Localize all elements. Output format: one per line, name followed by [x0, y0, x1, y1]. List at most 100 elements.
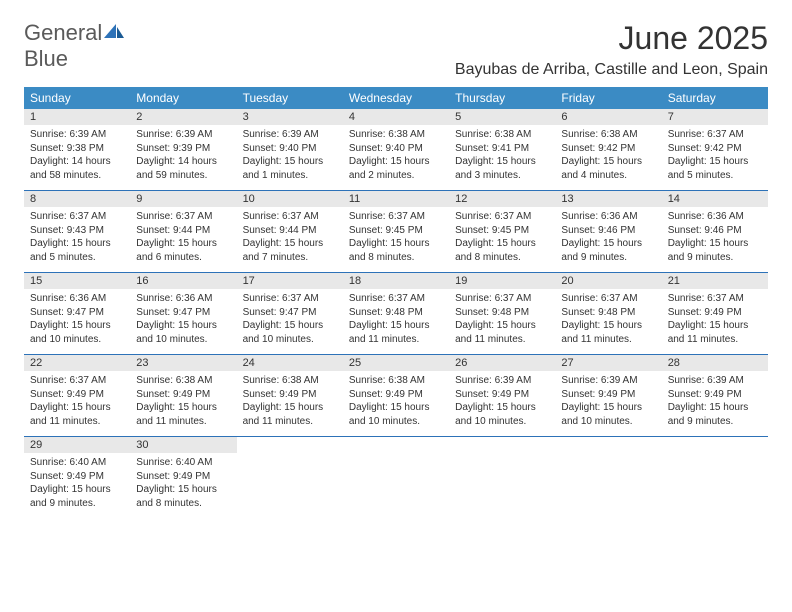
- sunset-line: Sunset: 9:49 PM: [349, 389, 423, 400]
- daylight-line: Daylight: 15 hours and 8 minutes.: [455, 238, 536, 263]
- day-number: 1: [24, 109, 130, 125]
- week-row: 8Sunrise: 6:37 AMSunset: 9:43 PMDaylight…: [24, 191, 768, 273]
- day-content: Sunrise: 6:38 AMSunset: 9:40 PMDaylight:…: [343, 125, 449, 190]
- sunrise-line: Sunrise: 6:38 AM: [136, 375, 212, 386]
- day-cell: 29Sunrise: 6:40 AMSunset: 9:49 PMDayligh…: [24, 437, 130, 519]
- day-content: Sunrise: 6:37 AM Sunset: 9:42 PM Daylight:…: [662, 125, 768, 190]
- sunset-line: Sunset: 9:45 PM: [349, 225, 423, 236]
- day-number: 12: [449, 191, 555, 207]
- sunset-line: Sunset: 9:47 PM: [136, 307, 210, 318]
- day-content: Sunrise: 6:39 AMSunset: 9:40 PMDaylight:…: [237, 125, 343, 190]
- sunrise-line: Sunrise: 6:38 AM: [455, 129, 531, 140]
- daylight-line: Daylight: 15 hours and 11 minutes.: [136, 402, 217, 427]
- day-number: 10: [237, 191, 343, 207]
- day-content: Sunrise: 6:39 AMSunset: 9:38 PMDaylight:…: [24, 125, 130, 190]
- sunset-line: Sunset: 9:49 PM: [455, 389, 529, 400]
- day-content: Sunrise: 6:37 AM Sunset: 9:47 PM Daylight:…: [237, 289, 343, 354]
- day-number: 27: [555, 355, 661, 371]
- sunrise-line: Sunrise: 6:37 AM: [455, 211, 531, 222]
- day-number: 6: [555, 109, 661, 125]
- day-number: 13: [555, 191, 661, 207]
- sunset-line: Sunset: 9:42 PM: [668, 143, 742, 154]
- sunrise-line: Sunrise: 6:37 AM: [668, 129, 744, 140]
- day-content: Sunrise: 6:39 AMSunset: 9:49 PMDaylight:…: [662, 371, 768, 436]
- sunset-line: Sunset: 9:47 PM: [30, 307, 104, 318]
- day-cell: 26Sunrise: 6:39 AMSunset: 9:49 PMDayligh…: [449, 355, 555, 437]
- logo-text-blue: Blue: [24, 46, 68, 71]
- day-cell: 15Sunrise: 6:36 AMSunset: 9:47 PMDayligh…: [24, 273, 130, 355]
- day-cell: [555, 437, 661, 519]
- day-header-saturday: Saturday: [662, 87, 768, 109]
- sunset-line: Sunset: 9:48 PM: [349, 307, 423, 318]
- day-content: Sunrise: 6:38 AMSunset: 9:41 PMDaylight:…: [449, 125, 555, 190]
- daylight-line: Daylight: 15 hours and 8 minutes.: [136, 484, 217, 509]
- daylight-line: Daylight: 15 hours and 9 minutes.: [668, 238, 749, 263]
- daylight-line: Daylight: 15 hours and 10 minutes.: [561, 402, 642, 427]
- daylight-line: Daylight: 15 hours and 4 minutes.: [561, 156, 642, 181]
- day-header-wednesday: Wednesday: [343, 87, 449, 109]
- day-number: 3: [237, 109, 343, 125]
- day-number: 5: [449, 109, 555, 125]
- sunset-line: Sunset: 9:44 PM: [136, 225, 210, 236]
- sunrise-line: Sunrise: 6:37 AM: [561, 293, 637, 304]
- day-number: 25: [343, 355, 449, 371]
- sunset-line: Sunset: 9:49 PM: [668, 389, 742, 400]
- daylight-line: Daylight: 15 hours and 10 minutes.: [243, 320, 324, 345]
- day-content: Sunrise: 6:38 AM Sunset: 9:42 PM Daylight:…: [555, 125, 661, 190]
- sunset-line: Sunset: 9:49 PM: [136, 471, 210, 482]
- sunrise-line: Sunrise: 6:40 AM: [136, 457, 212, 468]
- day-number: 9: [130, 191, 236, 207]
- week-row: 22 Sunrise: 6:37 AM Sunset: 9:49 PM Dayligh…: [24, 355, 768, 437]
- daylight-line: Daylight: 15 hours and 3 minutes.: [455, 156, 536, 181]
- day-header-friday: Friday: [555, 87, 661, 109]
- day-number: 26: [449, 355, 555, 371]
- sunset-line: Sunset: 9:45 PM: [455, 225, 529, 236]
- day-cell: 3Sunrise: 6:39 AMSunset: 9:40 PMDaylight…: [237, 109, 343, 191]
- daylight-line: Daylight: 15 hours and 9 minutes.: [30, 484, 111, 509]
- sunrise-line: Sunrise: 6:37 AM: [455, 293, 531, 304]
- day-content: Sunrise: 6:36 AMSunset: 9:46 PMDaylight:…: [555, 207, 661, 272]
- sunset-line: Sunset: 9:47 PM: [243, 307, 317, 318]
- day-cell: [662, 437, 768, 519]
- daylight-line: Daylight: 15 hours and 10 minutes.: [136, 320, 217, 345]
- day-number: 18: [343, 273, 449, 289]
- daylight-line: Daylight: 15 hours and 9 minutes.: [561, 238, 642, 263]
- day-content: Sunrise: 6:36 AMSunset: 9:47 PMDaylight:…: [24, 289, 130, 354]
- day-number: 22: [24, 355, 130, 371]
- day-cell: 11Sunrise: 6:37 AMSunset: 9:45 PMDayligh…: [343, 191, 449, 273]
- day-content: Sunrise: 6:37 AMSunset: 9:48 PMDaylight:…: [343, 289, 449, 354]
- day-content: Sunrise: 6:40 AM Sunset: 9:49 PM Daylight:…: [130, 453, 236, 518]
- sunrise-line: Sunrise: 6:37 AM: [349, 211, 425, 222]
- day-cell: 20Sunrise: 6:37 AMSunset: 9:48 PMDayligh…: [555, 273, 661, 355]
- day-cell: 25Sunrise: 6:38 AMSunset: 9:49 PMDayligh…: [343, 355, 449, 437]
- day-number: 4: [343, 109, 449, 125]
- day-cell: 6 Sunrise: 6:38 AM Sunset: 9:42 PM Daylight…: [555, 109, 661, 191]
- day-content: Sunrise: 6:37 AMSunset: 9:45 PMDaylight:…: [343, 207, 449, 272]
- calendar-table: SundayMondayTuesdayWednesdayThursdayFrid…: [24, 87, 768, 518]
- daylight-line: Daylight: 15 hours and 5 minutes.: [668, 156, 749, 181]
- day-content: Sunrise: 6:40 AMSunset: 9:49 PMDaylight:…: [24, 453, 130, 518]
- sunrise-line: Sunrise: 6:37 AM: [349, 293, 425, 304]
- day-number: 29: [24, 437, 130, 453]
- day-cell: 17Sunrise: 6:37 AMSunset: 9:47 PMDayligh…: [237, 273, 343, 355]
- sunset-line: Sunset: 9:42 PM: [561, 143, 635, 154]
- day-number: 7: [662, 109, 768, 125]
- day-cell: 19Sunrise: 6:37 AMSunset: 9:48 PMDayligh…: [449, 273, 555, 355]
- day-number: 28: [662, 355, 768, 371]
- day-cell: 5Sunrise: 6:38 AMSunset: 9:41 PMDaylight…: [449, 109, 555, 191]
- day-cell: 30Sunrise: 6:40 AMSunset: 9:49 PMDayligh…: [130, 437, 236, 519]
- day-content: Sunrise: 6:37 AMSunset: 9:48 PMDaylight:…: [449, 289, 555, 354]
- day-cell: 23Sunrise: 6:38 AMSunset: 9:49 PMDayligh…: [130, 355, 236, 437]
- daylight-line: Daylight: 14 hours and 58 minutes.: [30, 156, 111, 181]
- sunrise-line: Sunrise: 6:38 AM: [561, 129, 637, 140]
- day-content: Sunrise: 6:38 AMSunset: 9:49 PMDaylight:…: [237, 371, 343, 436]
- sunrise-line: Sunrise: 6:37 AM: [30, 375, 106, 386]
- sunrise-line: Sunrise: 6:37 AM: [243, 293, 319, 304]
- day-header-tuesday: Tuesday: [237, 87, 343, 109]
- day-cell: 13Sunrise: 6:36 AMSunset: 9:46 PMDayligh…: [555, 191, 661, 273]
- day-number: 16: [130, 273, 236, 289]
- day-number: 15: [24, 273, 130, 289]
- day-cell: [449, 437, 555, 519]
- daylight-line: Daylight: 14 hours and 59 minutes.: [136, 156, 217, 181]
- week-row: 15Sunrise: 6:36 AMSunset: 9:47 PMDayligh…: [24, 273, 768, 355]
